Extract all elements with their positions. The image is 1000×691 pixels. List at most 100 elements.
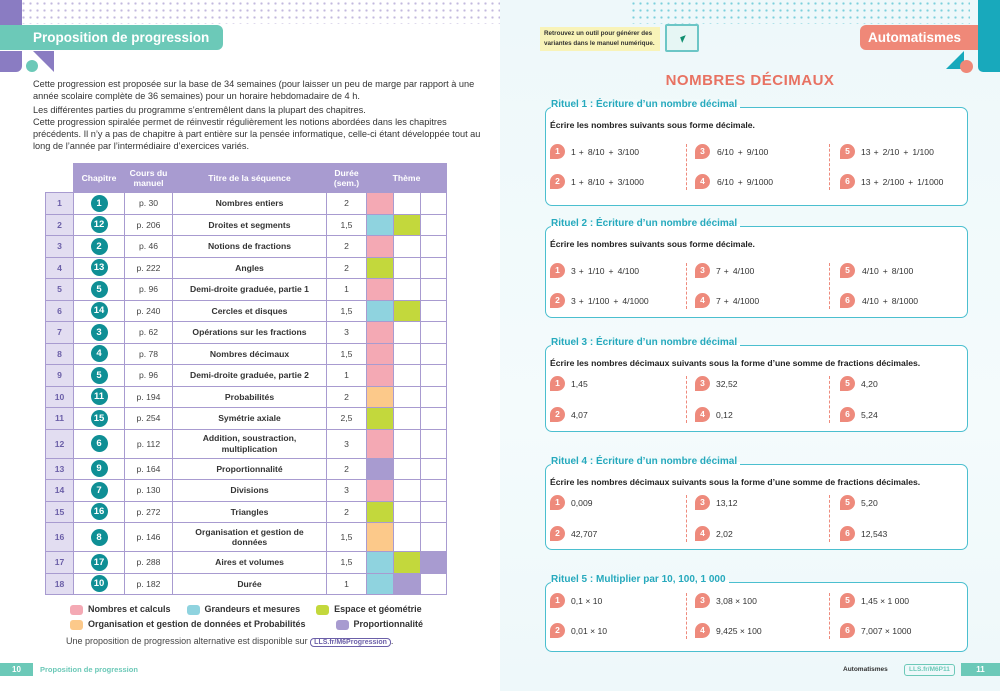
exercise-number: 5: [840, 495, 855, 510]
duration: 1: [326, 278, 367, 301]
chapter-badge[interactable]: 5: [90, 366, 108, 384]
expression-term: 0,1 × 10: [571, 595, 603, 606]
computer-cursor-icon[interactable]: [665, 24, 699, 52]
chapter-badge[interactable]: 1: [90, 194, 108, 212]
sequence-title: Nombres décimaux: [172, 342, 327, 365]
expression-term: 1,45 × 1 000: [861, 595, 910, 606]
course-page[interactable]: p. 96: [124, 364, 173, 387]
table-row: 12 6 p. 112 Addition, soustraction, multipl…: [45, 428, 448, 459]
expression-term: 7: [716, 295, 721, 306]
course-page[interactable]: p. 272: [124, 500, 173, 523]
theme-cell-empty: [393, 235, 421, 258]
duration: 1,5: [326, 522, 367, 552]
theme-cell-empty: [419, 342, 448, 365]
legend-item-grandeurs: Grandeurs et mesures: [186, 604, 301, 615]
row-number: 2: [45, 213, 74, 236]
course-page[interactable]: p. 222: [124, 256, 173, 279]
chapter-badge[interactable]: 3: [90, 323, 108, 341]
chapter-badge[interactable]: 6: [90, 435, 108, 452]
course-page[interactable]: p. 62: [124, 321, 173, 344]
column-divider: [829, 593, 835, 639]
course-page[interactable]: p. 164: [124, 457, 173, 480]
exercise-item: 3 3,08 × 100: [695, 593, 757, 608]
chapter-badge[interactable]: 12: [90, 216, 108, 234]
table-row: 2 12 p. 206 Droites et segments 1,5: [45, 213, 448, 236]
duration: 1,5: [326, 213, 367, 236]
exercise-item: 4 2,02: [695, 526, 733, 541]
exercise-item: 2 42,707: [550, 526, 597, 541]
exercise-item: 5 4/10 +8/100: [840, 263, 914, 278]
col-titre: Titre de la séquence: [172, 163, 327, 193]
chapter-badge[interactable]: 15: [90, 409, 108, 427]
chapter-badge[interactable]: 16: [90, 503, 108, 521]
fraction: 9/1000: [746, 176, 774, 187]
theme-cell-proportionnalite: [366, 457, 394, 480]
chapter-badge[interactable]: 14: [90, 302, 108, 320]
chapter-badge[interactable]: 5: [90, 280, 108, 298]
course-page[interactable]: p. 96: [124, 278, 173, 301]
row-number: 9: [45, 364, 74, 387]
fraction: 1/100: [912, 146, 934, 157]
col-theme: Thème: [365, 163, 448, 193]
chapter-badge[interactable]: 9: [90, 460, 108, 478]
intro-paragraph: Les différentes parties du programme s’e…: [33, 105, 366, 115]
chapter-badge[interactable]: 4: [90, 345, 108, 363]
theme-cell-empty: [393, 278, 421, 301]
duration: 2: [326, 235, 367, 258]
column-divider: [686, 495, 692, 542]
ritual-instruction: Écrire les nombres décimaux suivants sou…: [550, 358, 921, 368]
fraction: 4/1000: [732, 295, 760, 306]
course-page[interactable]: p. 78: [124, 342, 173, 365]
expression-term: 13: [861, 146, 871, 157]
course-page[interactable]: p. 146: [124, 522, 173, 552]
duration: 3: [326, 321, 367, 344]
row-number: 17: [45, 551, 74, 574]
expression-term: 3: [571, 295, 576, 306]
course-page[interactable]: p. 254: [124, 407, 173, 430]
course-page[interactable]: p. 194: [124, 385, 173, 408]
course-page[interactable]: p. 240: [124, 299, 173, 322]
chapter-badge[interactable]: 8: [90, 528, 108, 546]
course-page[interactable]: p. 112: [124, 428, 173, 459]
exercise-number: 6: [840, 623, 855, 638]
exercise-number: 4: [695, 407, 710, 422]
legend-label: Organisation et gestion de données et Pr…: [88, 619, 306, 630]
column-divider: [829, 495, 835, 542]
chapter-badge[interactable]: 10: [90, 575, 108, 593]
chapter-badge[interactable]: 7: [90, 481, 108, 499]
expression-term: 13,12: [716, 497, 738, 508]
course-page[interactable]: p. 182: [124, 572, 173, 595]
theme-cell-nombres: [366, 364, 394, 387]
legend-label: Grandeurs et mesures: [204, 604, 301, 615]
row-number: 12: [45, 428, 74, 459]
row-number: 7: [45, 321, 74, 344]
theme-cell-grandeurs: [366, 572, 394, 595]
chapter-badge[interactable]: 13: [90, 259, 108, 277]
decor-shape: [978, 0, 1000, 72]
chapter-badge[interactable]: 17: [90, 553, 108, 571]
legend-swatch: [70, 604, 83, 615]
alt-link[interactable]: LLS.fr/M6Progression: [310, 638, 391, 647]
course-page[interactable]: p. 46: [124, 235, 173, 258]
course-page[interactable]: p. 206: [124, 213, 173, 236]
chapter-badge[interactable]: 2: [90, 237, 108, 255]
exercise-item: 1 3 +1/10 +4/100: [550, 263, 640, 278]
expression-term: 1,45: [571, 378, 588, 389]
course-page[interactable]: p. 130: [124, 479, 173, 502]
footer-link[interactable]: LLS.fr/M6P11: [904, 664, 955, 676]
duration: 1: [326, 364, 367, 387]
theme-cell-empty: [419, 213, 448, 236]
exercise-number: 1: [550, 593, 565, 608]
course-page[interactable]: p. 288: [124, 551, 173, 574]
fraction: 6/10: [717, 146, 734, 157]
legend-item-donnees: Organisation et gestion de données et Pr…: [70, 619, 306, 630]
exercise-number: 2: [550, 407, 565, 422]
table-row: 16 8 p. 146 Organisation et gestion de donn…: [45, 522, 448, 552]
section-header: Automatismes: [860, 25, 978, 50]
chapter-cell: 4: [73, 342, 125, 365]
expression-term: 0,12: [716, 409, 733, 420]
course-page[interactable]: p. 30: [124, 192, 173, 215]
exercise-number: 3: [695, 376, 710, 391]
row-number: 14: [45, 479, 74, 502]
chapter-badge[interactable]: 11: [90, 388, 108, 406]
